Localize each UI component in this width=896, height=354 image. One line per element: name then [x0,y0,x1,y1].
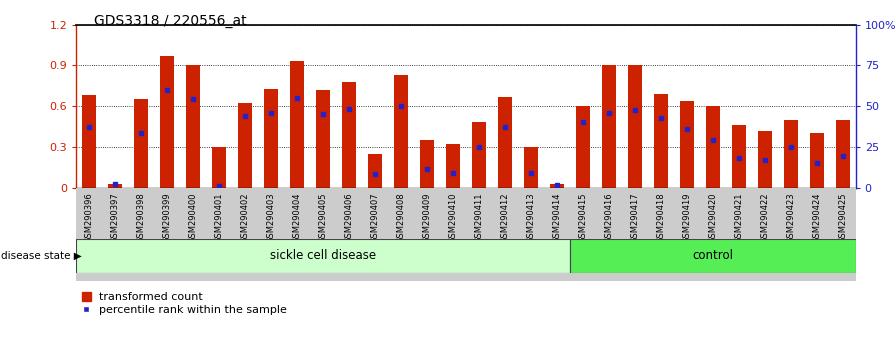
Text: GSM290410: GSM290410 [448,192,458,243]
Text: control: control [693,249,733,262]
Bar [212,147,226,188]
Text: GSM290401: GSM290401 [214,192,224,243]
Bar [186,65,200,188]
Text: GDS3318 / 220556_at: GDS3318 / 220556_at [94,14,246,28]
Bar [570,239,856,273]
Text: GSM290414: GSM290414 [552,192,562,243]
Bar [108,183,122,188]
Bar [446,144,460,188]
Text: GSM290419: GSM290419 [682,192,692,243]
Legend: transformed count, percentile rank within the sample: transformed count, percentile rank withi… [82,292,288,315]
Text: GSM290418: GSM290418 [656,192,666,243]
Bar [134,99,148,188]
Bar [316,90,330,188]
Bar [654,94,668,188]
Text: GSM290402: GSM290402 [240,192,250,243]
Text: GSM290406: GSM290406 [344,192,354,243]
Bar [420,140,434,188]
Text: GSM290409: GSM290409 [422,192,432,243]
Text: GSM290405: GSM290405 [318,192,328,243]
Bar [602,65,616,188]
Text: GSM290417: GSM290417 [630,192,640,243]
Bar [576,106,590,188]
Text: GSM290421: GSM290421 [734,192,744,243]
Text: GSM290403: GSM290403 [266,192,276,243]
Text: GSM290425: GSM290425 [838,192,848,243]
Text: GSM290416: GSM290416 [604,192,614,243]
Bar [550,183,564,188]
Bar [810,133,823,188]
Bar [264,88,278,188]
Bar [680,101,694,188]
Text: GSM290397: GSM290397 [110,192,120,243]
Text: GSM290408: GSM290408 [396,192,406,243]
Text: GSM290396: GSM290396 [84,192,94,243]
Bar [758,131,771,188]
Bar [368,154,382,188]
Bar [160,56,174,188]
Bar [836,120,849,188]
Text: GSM290422: GSM290422 [760,192,770,243]
Text: GSM290411: GSM290411 [474,192,484,243]
Text: GSM290413: GSM290413 [526,192,536,243]
Bar [82,95,96,188]
Text: sickle cell disease: sickle cell disease [270,249,376,262]
Bar [784,120,797,188]
Text: GSM290424: GSM290424 [812,192,822,243]
Text: GSM290420: GSM290420 [708,192,718,243]
Bar [706,106,719,188]
Text: GSM290404: GSM290404 [292,192,302,243]
Text: GSM290400: GSM290400 [188,192,198,243]
Bar [498,97,512,188]
Bar [76,239,570,273]
Text: GSM290398: GSM290398 [136,192,146,243]
Bar [472,122,486,188]
Text: GSM290423: GSM290423 [786,192,796,243]
Bar [524,147,538,188]
Text: disease state ▶: disease state ▶ [1,251,82,261]
Text: GSM290399: GSM290399 [162,192,172,243]
Text: GSM290407: GSM290407 [370,192,380,243]
Bar [238,103,252,188]
Bar [628,65,642,188]
Text: GSM290412: GSM290412 [500,192,510,243]
Text: GSM290415: GSM290415 [578,192,588,243]
Bar [732,125,745,188]
Bar [290,62,304,188]
Bar [342,82,356,188]
Bar [394,75,408,188]
